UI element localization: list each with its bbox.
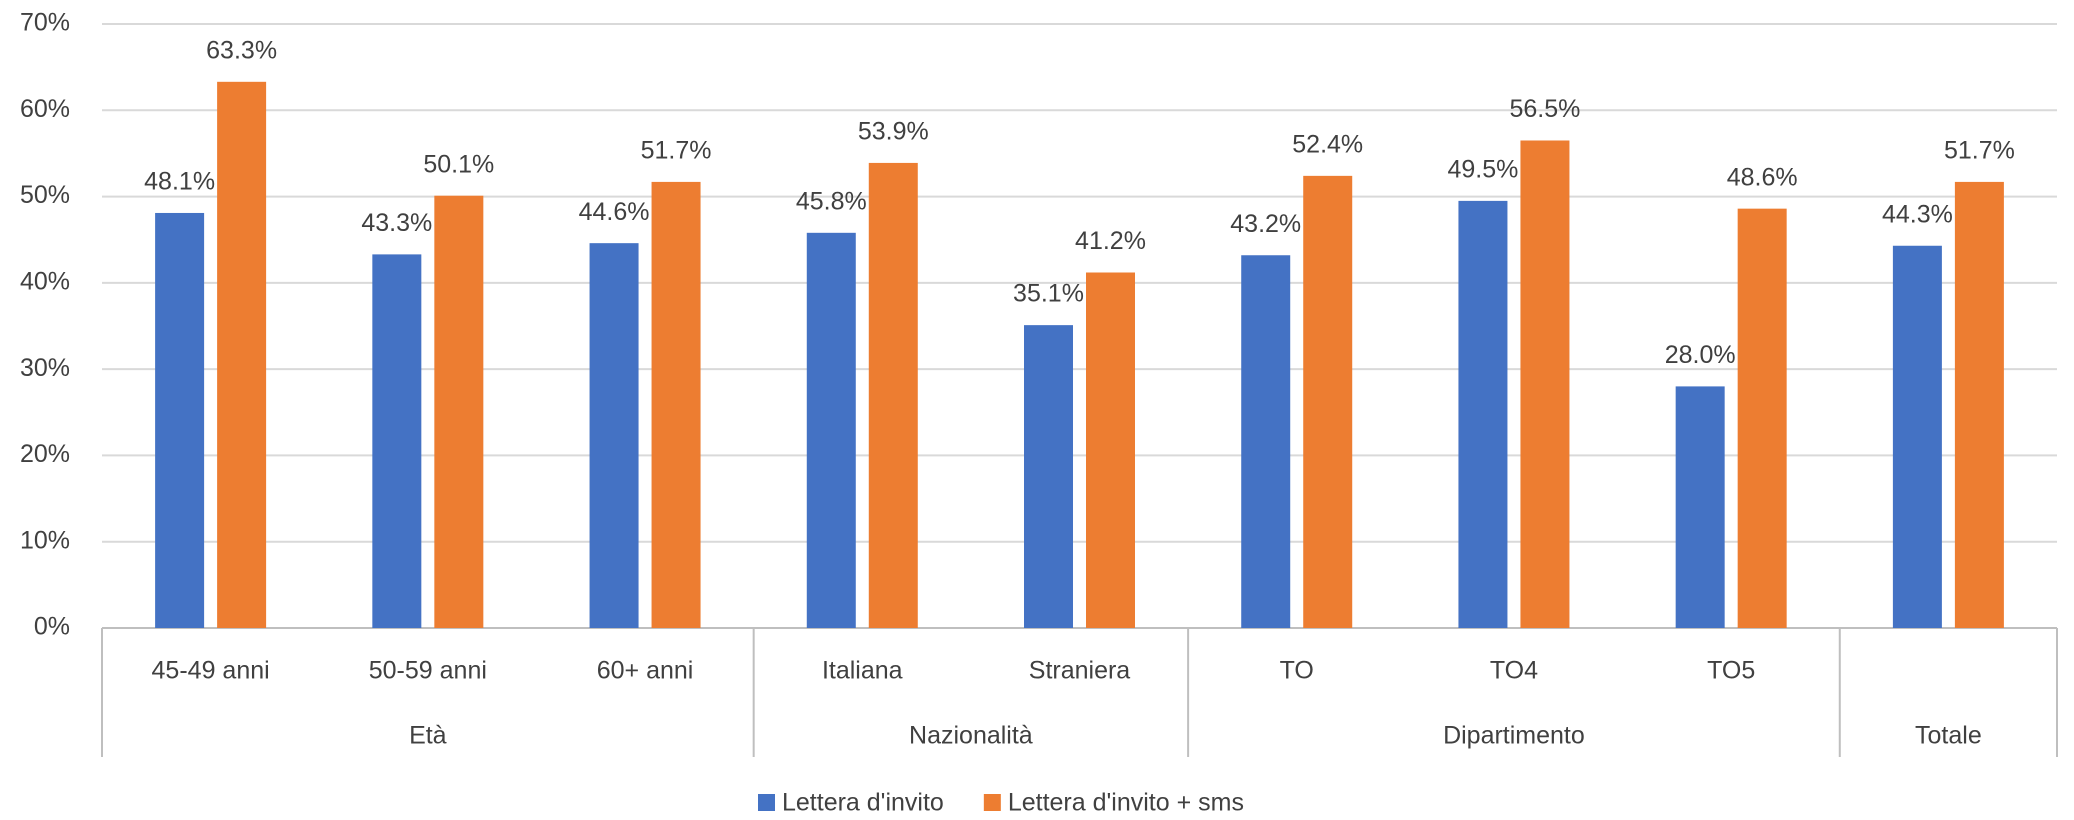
y-tick-label: 0% xyxy=(34,613,70,641)
y-tick-label: 60% xyxy=(20,95,70,123)
bar xyxy=(651,181,701,628)
group-label: Totale xyxy=(1915,722,1982,750)
data-label: 48.1% xyxy=(144,168,215,196)
data-label: 43.3% xyxy=(361,209,432,237)
bar xyxy=(1241,255,1291,628)
legend-swatch xyxy=(758,794,775,811)
bar xyxy=(806,232,856,628)
data-label: 44.6% xyxy=(579,198,650,226)
data-label: 43.2% xyxy=(1230,210,1301,238)
x-tick-label: TO4 xyxy=(1490,657,1538,685)
bar xyxy=(1458,200,1508,628)
x-tick-label: TO xyxy=(1280,657,1314,685)
bar xyxy=(1303,175,1353,628)
x-tick-label: 60+ anni xyxy=(597,657,694,685)
data-label: 41.2% xyxy=(1075,227,1146,255)
bar xyxy=(434,195,484,629)
bar xyxy=(1954,181,2004,628)
data-label: 52.4% xyxy=(1292,130,1363,158)
y-tick-label: 50% xyxy=(20,181,70,209)
bar xyxy=(155,212,205,629)
y-tick-label: 70% xyxy=(20,9,70,37)
data-label: 45.8% xyxy=(796,187,867,215)
data-label: 56.5% xyxy=(1509,95,1580,123)
bar xyxy=(1737,208,1787,628)
legend-label: Lettera d'invito xyxy=(782,789,944,817)
bar xyxy=(868,162,918,629)
data-label: 53.9% xyxy=(858,118,929,146)
data-label: 49.5% xyxy=(1447,155,1518,183)
data-label: 50.1% xyxy=(423,150,494,178)
y-tick-label: 30% xyxy=(20,354,70,382)
bar xyxy=(589,243,639,628)
bar xyxy=(372,254,422,628)
x-tick-label: Italiana xyxy=(822,657,903,685)
y-tick-label: 40% xyxy=(20,267,70,295)
bar xyxy=(1520,140,1570,628)
data-label: 51.7% xyxy=(1944,137,2015,165)
y-tick-label: 20% xyxy=(20,440,70,468)
group-label: Nazionalità xyxy=(909,722,1033,750)
bar xyxy=(217,81,267,629)
bar xyxy=(1892,245,1942,629)
data-label: 35.1% xyxy=(1013,280,1084,308)
bar xyxy=(1086,272,1135,628)
group-label: Età xyxy=(409,722,447,750)
x-tick-label: Straniera xyxy=(1029,657,1131,685)
group-label: Dipartimento xyxy=(1443,722,1585,750)
legend-swatch xyxy=(983,794,1001,811)
x-tick-label: 45-49 anni xyxy=(152,657,270,685)
legend-label: Lettera d'invito + sms xyxy=(1008,789,1244,817)
x-tick-label: 50-59 anni xyxy=(369,657,487,685)
data-label: 48.6% xyxy=(1727,163,1798,191)
data-label: 44.3% xyxy=(1882,200,1953,228)
data-label: 63.3% xyxy=(206,36,277,64)
data-label: 28.0% xyxy=(1665,341,1736,369)
data-label: 51.7% xyxy=(641,137,712,165)
bar xyxy=(1024,325,1073,628)
y-tick-label: 10% xyxy=(20,526,70,554)
bar xyxy=(1675,386,1725,628)
x-tick-label: TO5 xyxy=(1707,657,1755,685)
